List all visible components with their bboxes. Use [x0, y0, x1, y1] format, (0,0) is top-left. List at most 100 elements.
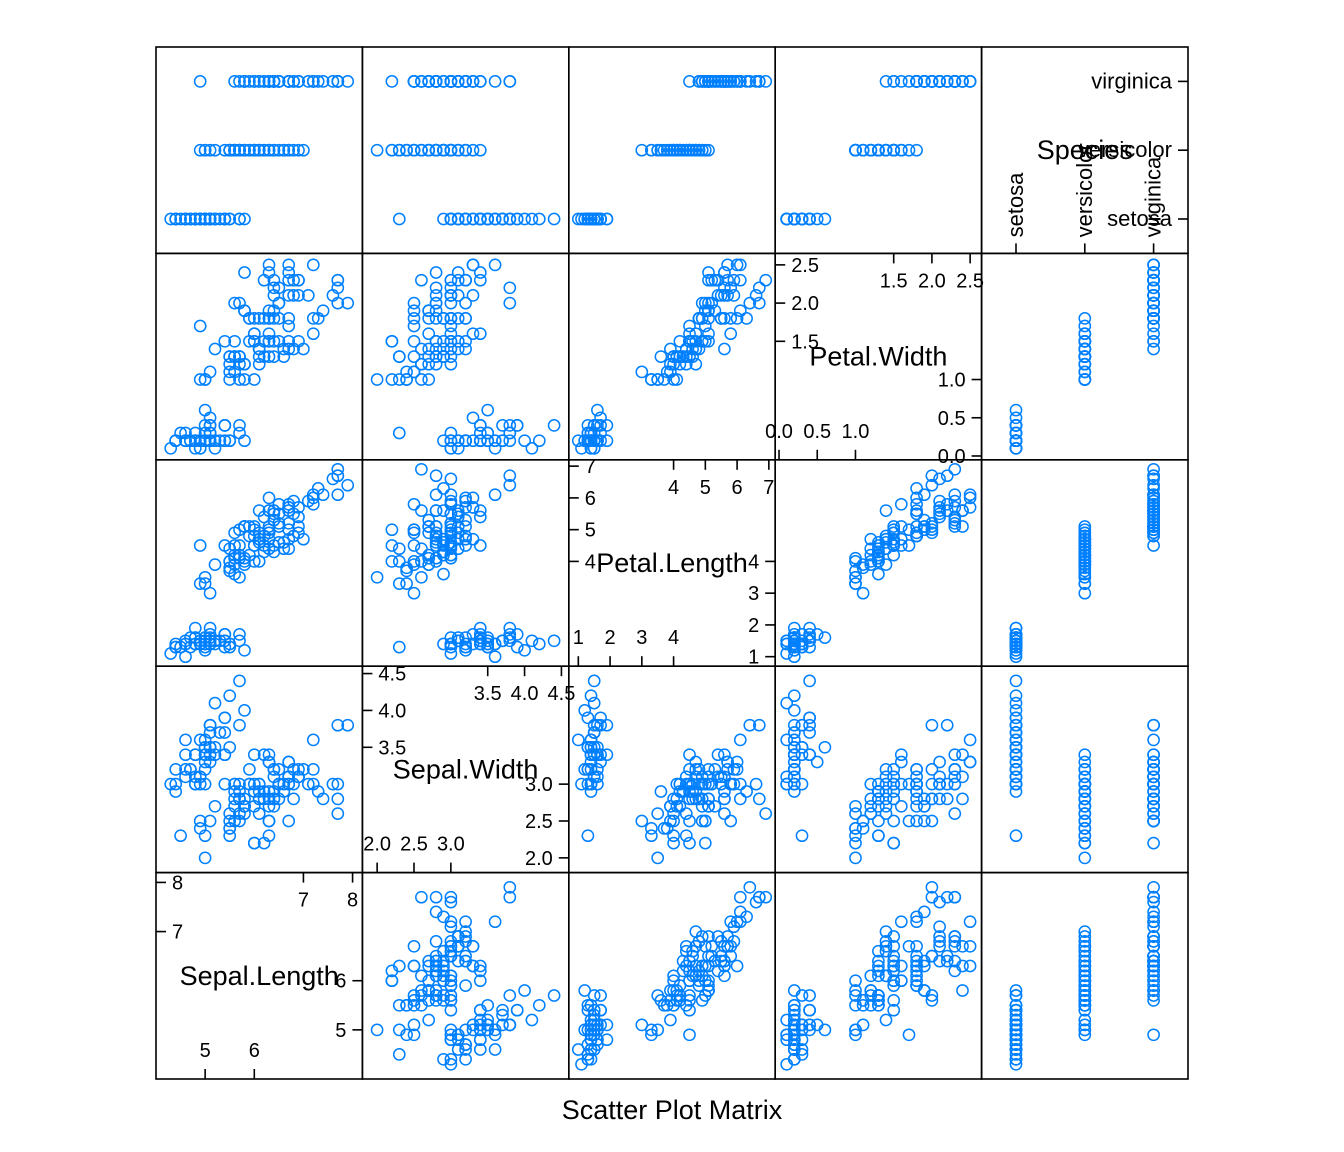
- data-point: [1147, 462, 1160, 476]
- data-point: [451, 289, 465, 302]
- data-point: [444, 319, 458, 333]
- data-point: [392, 212, 406, 226]
- data-point: [683, 334, 696, 348]
- data-point: [581, 419, 595, 432]
- data-point: [587, 674, 601, 688]
- data-point: [1147, 478, 1160, 492]
- data-point: [1078, 1003, 1092, 1017]
- tick-label: 1.0: [842, 421, 870, 443]
- data-point: [1009, 631, 1023, 644]
- data-point: [444, 434, 458, 448]
- data-point: [894, 497, 908, 511]
- data-point: [503, 426, 517, 440]
- data-point: [864, 143, 878, 157]
- data-point: [1078, 532, 1092, 546]
- data-point: [795, 740, 809, 754]
- data-point: [887, 770, 901, 784]
- data-point: [444, 637, 458, 651]
- data-point: [963, 939, 977, 953]
- data-point: [664, 342, 677, 356]
- data-point: [581, 434, 595, 448]
- data-point: [1009, 998, 1023, 1012]
- data-point: [174, 829, 187, 843]
- data-point: [223, 143, 237, 157]
- data-point: [894, 777, 908, 791]
- data-point: [1078, 755, 1092, 769]
- data-point: [940, 75, 954, 88]
- data-point: [864, 548, 878, 562]
- data-point: [233, 143, 246, 157]
- data-point: [948, 770, 962, 784]
- data-point: [664, 143, 677, 157]
- data-point: [1078, 763, 1092, 776]
- data-point: [1147, 799, 1160, 813]
- data-point: [917, 75, 931, 88]
- data-point: [429, 296, 443, 310]
- data-point: [1147, 523, 1160, 537]
- data-point: [724, 915, 738, 929]
- data-point: [849, 998, 862, 1012]
- data-point: [872, 539, 885, 552]
- data-point: [238, 266, 251, 279]
- data-point: [444, 334, 458, 348]
- data-point: [894, 755, 908, 769]
- data-point: [444, 472, 458, 486]
- data-point: [940, 504, 954, 517]
- data-point: [198, 570, 212, 584]
- data-point: [683, 792, 696, 806]
- data-point: [473, 634, 487, 648]
- data-point: [459, 954, 472, 968]
- data-point: [444, 631, 458, 644]
- data-point: [803, 631, 816, 644]
- data-point: [667, 143, 680, 157]
- data-point: [910, 785, 923, 798]
- data-point: [686, 350, 699, 363]
- data-point: [695, 777, 709, 791]
- data-point: [257, 792, 271, 806]
- data-point: [459, 491, 472, 505]
- data-point: [198, 419, 212, 432]
- level-label-versicolor: versicolor: [1072, 143, 1097, 237]
- data-point: [1147, 814, 1160, 828]
- panel-petal-width-vs-petal-length: [567, 252, 776, 461]
- data-point: [262, 312, 276, 325]
- data-point: [444, 539, 458, 552]
- level-label-versicolor: versicolor: [1078, 137, 1172, 162]
- data-point: [203, 621, 217, 635]
- data-point: [1147, 491, 1160, 505]
- data-point: [1009, 733, 1023, 747]
- data-point: [591, 212, 604, 226]
- data-point: [686, 143, 699, 157]
- data-point: [894, 974, 908, 988]
- data-point: [708, 763, 722, 776]
- data-point: [262, 75, 276, 88]
- data-point: [872, 536, 885, 549]
- data-point: [233, 373, 246, 386]
- data-point: [272, 75, 286, 88]
- data-point: [481, 1023, 495, 1037]
- tick-label: 4.0: [511, 683, 539, 705]
- tick-label: 4.0: [378, 700, 406, 722]
- data-point: [459, 501, 472, 514]
- data-point: [581, 763, 595, 776]
- data-point: [917, 520, 931, 533]
- data-point: [933, 494, 946, 508]
- data-point: [208, 143, 222, 157]
- tick-label: 6: [249, 1040, 260, 1062]
- data-point: [673, 143, 687, 157]
- data-point: [198, 143, 212, 157]
- data-point: [444, 1003, 458, 1017]
- data-point: [287, 75, 300, 88]
- data-point: [727, 75, 741, 88]
- panel-sepal-length-vs-petal-length: [567, 871, 776, 1080]
- data-point: [392, 959, 406, 973]
- data-point: [1147, 513, 1160, 527]
- data-point: [718, 954, 731, 968]
- data-point: [721, 939, 734, 953]
- data-point: [459, 529, 472, 543]
- data-point: [198, 755, 212, 769]
- data-point: [787, 770, 801, 784]
- data-point: [488, 434, 502, 448]
- data-point: [698, 143, 712, 157]
- data-point: [179, 748, 192, 762]
